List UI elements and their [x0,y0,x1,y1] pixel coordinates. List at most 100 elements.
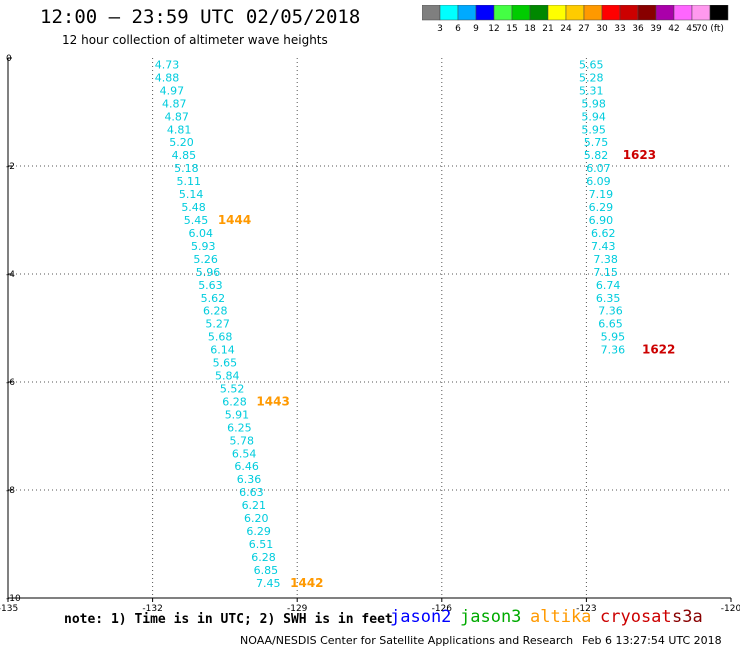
wave-height-value: 7.15 [593,266,618,279]
pass-time-label: 1623 [623,148,656,162]
color-scale-label: 30 [596,24,608,34]
x-tick-label: -132 [142,604,162,614]
wave-height-value: 6.90 [589,214,614,227]
wave-height-value: 6.46 [234,460,259,473]
color-scale-label: 45 [686,24,697,34]
wave-height-value: 5.98 [581,97,606,110]
wave-height-value: 6.25 [227,421,252,434]
color-scale-label: 33 [614,24,625,34]
legend-jason3: jason3 [460,607,522,627]
wave-height-value: 5.94 [581,110,606,123]
legend-jason2: jason2 [390,607,452,627]
wave-height-value: 7.19 [589,188,614,201]
color-scale-label: 42 [668,24,679,34]
wave-height-value: 5.26 [193,253,218,266]
wave-height-value: 6.65 [598,318,623,331]
wave-height-value: 5.52 [220,382,245,395]
wave-height-value: 5.11 [177,175,202,188]
pass-time-label: 1442 [290,576,323,590]
wave-height-value: 5.68 [208,331,233,344]
wave-height-value: 5.45 [184,214,209,227]
pass-time-label: 1622 [642,343,675,357]
legend-cryosat: cryosat [600,607,672,627]
wave-height-value: 6.85 [254,564,279,577]
wave-height-value: 5.65 [213,357,238,370]
wave-height-value: 6.36 [237,473,262,486]
wave-height-value: 6.14 [210,344,235,357]
wave-height-value: 4.87 [162,97,187,110]
color-swatch [709,5,729,21]
wave-height-value: 6.04 [189,227,214,240]
color-scale-label: 9 [473,24,479,34]
wave-height-value: 5.75 [584,136,609,149]
x-tick-label: -123 [576,604,596,614]
y-tick-label: 0 [6,54,12,64]
page-subtitle: 12 hour collection of altimeter wave hei… [62,33,328,47]
wave-height-value: 5.78 [230,434,255,447]
x-tick-label: -135 [0,604,18,614]
wave-height-value: 6.29 [246,525,271,538]
page-title: 12:00 – 23:59 UTC 02/05/2018 [40,6,361,28]
y-tick-label: -2 [6,162,15,172]
wave-height-value: 5.84 [215,370,240,383]
wave-height-value: 6.54 [232,447,257,460]
wave-height-value: 4.73 [155,58,180,71]
y-tick-label: -10 [6,594,21,604]
wave-height-value: 5.27 [205,318,230,331]
wave-height-value: 7.43 [591,240,616,253]
color-scale-label: 18 [524,24,536,34]
color-scale-label: 12 [488,24,499,34]
color-scale-label: 24 [560,24,572,34]
wave-height-value: 4.81 [167,123,192,136]
wave-height-value: 5.95 [601,331,626,344]
wave-height-value: 5.20 [169,136,194,149]
wave-height-value: 5.62 [201,292,226,305]
x-tick-label: -120 [721,604,740,614]
wave-height-value: 7.38 [593,253,618,266]
y-tick-label: -6 [6,378,15,388]
legend-altika: altika [530,607,592,627]
wave-height-value: 5.18 [174,162,199,175]
y-tick-label: -8 [6,486,15,496]
wave-height-value: 4.97 [160,84,185,97]
wave-height-value: 6.07 [586,162,611,175]
legend-s3a: s3a [672,607,703,627]
color-scale-label: 6 [455,24,461,34]
wave-height-value: 7.36 [598,305,623,318]
wave-height-value: 4.87 [164,110,189,123]
color-scale-label: 21 [542,24,553,34]
color-scale-label: 39 [650,24,662,34]
x-tick-label: -129 [287,604,308,614]
wave-height-value: 4.88 [155,71,180,84]
pass-time-label: 1443 [256,394,289,408]
wave-height-value: 6.28 [251,551,276,564]
pass-time-label: 1444 [218,213,251,227]
color-scale-label: 70 (ft) [696,24,724,34]
generated-timestamp: Feb 6 13:27:54 UTC 2018 [582,634,722,647]
wave-height-value: 4.85 [172,149,197,162]
wave-height-value: 6.20 [244,512,269,525]
wave-height-value: 6.09 [586,175,611,188]
wave-height-value: 6.28 [203,305,228,318]
wave-height-value: 6.74 [596,279,621,292]
wave-height-value: 6.28 [222,395,247,408]
wave-height-value: 6.51 [249,538,274,551]
wave-height-value: 5.96 [196,266,221,279]
wave-height-value: 6.35 [596,292,621,305]
color-scale-label: 36 [632,24,644,34]
wave-height-value: 5.91 [225,408,250,421]
color-scale-label: 15 [506,24,517,34]
wave-height-value: 7.45 [256,577,281,590]
wave-height-value: 6.21 [242,499,267,512]
wave-height-value: 5.93 [191,240,216,253]
color-scale-label: 27 [578,24,589,34]
footnote: note: 1) Time is in UTC; 2) SWH is in fe… [64,612,393,627]
wave-height-value: 6.63 [239,486,264,499]
color-scale-label: 3 [437,24,443,34]
wave-height-value: 5.63 [198,279,223,292]
wave-height-value: 5.48 [181,201,206,214]
credit-text: NOAA/NESDIS Center for Satellite Applica… [240,634,574,647]
wave-height-value: 7.36 [601,344,626,357]
